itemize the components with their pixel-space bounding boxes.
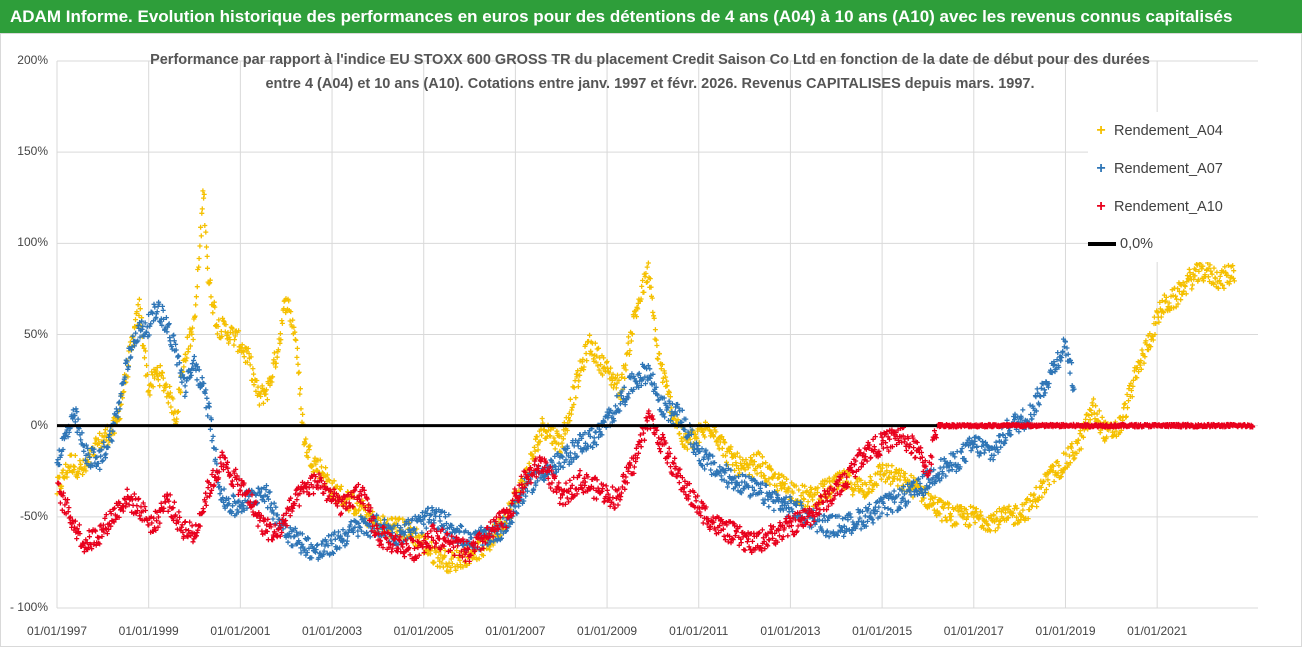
x-tick-label: 01/01/2011 [669,624,729,638]
y-tick-label: -50% [19,508,48,523]
y-tick-label: - 100% [9,600,48,614]
y-tick-label: 150% [17,144,48,159]
x-tick-label: 01/01/2007 [485,624,546,638]
legend-label-a10: Rendement_A10 [1114,199,1223,215]
x-tick-label: 01/01/2001 [210,624,271,638]
chart-legend: + Rendement_A04 + Rendement_A07 + Rendem… [1088,112,1268,262]
y-tick-label: 0% [30,417,48,432]
x-tick-label: 01/01/2015 [852,624,913,638]
legend-label-a07: Rendement_A07 [1114,161,1223,177]
x-tick-label: 01/01/2009 [577,624,638,638]
scatter-points-rendement_a07 [54,299,1077,562]
legend-item-a10: + Rendement_A10 [1088,196,1223,218]
legend-marker-a07: + [1096,160,1106,177]
series-rendement_a07 [54,299,1077,562]
legend-marker-a10: + [1096,198,1106,215]
legend-line-zero [1088,242,1116,246]
scatter-points-rendement_a10 [55,408,1256,564]
series-rendement_a10 [55,408,1256,564]
legend-item-a04: + Rendement_A04 [1088,120,1223,142]
y-tick-label: 100% [17,235,48,250]
legend-label-zero: 0,0% [1120,236,1154,252]
legend-item-a07: + Rendement_A07 [1088,158,1223,180]
x-tick-label: 01/01/2013 [760,624,821,638]
x-tick-label: 01/01/1999 [118,624,179,638]
chart-title-line-1: Performance par rapport à l'indice EU ST… [150,52,1150,68]
x-tick-label: 01/01/2003 [302,624,363,638]
y-tick-label: 50% [23,326,48,341]
x-tick-label: 01/01/2005 [393,624,454,638]
x-tick-label: 01/01/2021 [1127,624,1188,638]
legend-item-zero: 0,0% [1088,233,1153,255]
chart-title-line-2: entre 4 (A04) et 10 ans (A10). Cotations… [265,76,1035,92]
x-tick-label: 01/01/2019 [1035,624,1096,638]
page-banner-title: ADAM Informe. Evolution historique des p… [0,0,1302,33]
y-tick-label: 200% [17,53,48,67]
x-tick-label: 01/01/1997 [26,624,88,638]
legend-marker-a04: + [1096,122,1106,139]
legend-label-a04: Rendement_A04 [1114,123,1223,139]
x-tick-label: 01/01/2017 [943,624,1004,638]
